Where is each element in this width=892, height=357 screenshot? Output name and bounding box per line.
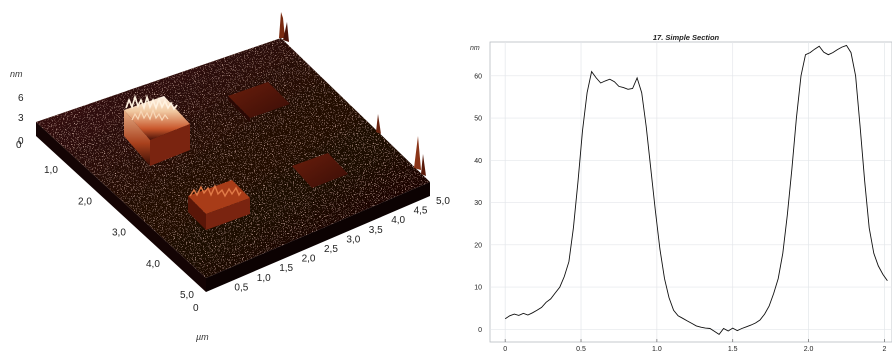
x-tick-label: 3,5: [369, 225, 383, 236]
afm-3d-surface: nm 6 3 0 0 1,0 2,0 3,0 4,0 5,0 0 0,5 1,0 1,5 2,…: [10, 12, 450, 342]
x-tick-label: 5,0: [436, 196, 450, 207]
x-tick-label: 1,5: [279, 263, 293, 274]
grid: [490, 42, 892, 342]
x-tick-label: 2: [882, 346, 886, 352]
x-tick-label: 4,5: [414, 206, 428, 217]
x-tick-label: 2,0: [302, 254, 316, 265]
x-tick-label: 2.0: [804, 346, 814, 352]
x-tick-label: 0,5: [234, 282, 248, 293]
section-profile-chart: 17. Simple Section nm 0 10 20 30 40 50 60 0 0.5…: [470, 33, 892, 353]
z-tick-label: 0: [18, 136, 24, 147]
x-tick-label: 4,0: [391, 215, 405, 226]
y-tick-label: 30: [474, 200, 482, 207]
y-tick-label: 2,0: [78, 196, 92, 207]
y-axis: 0 1,0 2,0 3,0 4,0 5,0: [16, 140, 194, 301]
y-axis-unit: nm: [470, 45, 480, 52]
y-tick-label: 1,0: [44, 165, 58, 176]
x-origin-label: 0: [193, 303, 199, 314]
x-tick-label: 0.5: [576, 346, 586, 352]
surface-top-face: [36, 38, 430, 278]
y-origin-label: 0: [16, 140, 22, 151]
x-axis: 0 0,5 1,0 1,5 2,0 2,5 3,0 3,5 4,0 4,5 5,0: [193, 196, 450, 314]
surface-front-left-side: [36, 122, 206, 292]
afm-3d-surface-panel: nm 6 3 0 0 1,0 2,0 3,0 4,0 5,0 0 0,5 1,0 1,5 2,…: [10, 12, 450, 342]
z-axis-unit: nm: [10, 69, 23, 79]
low-pad-back: [228, 82, 290, 122]
x-tick-label: 2,5: [324, 244, 338, 255]
plot-frame: [489, 41, 892, 343]
x-tick-label: 1.0: [652, 346, 662, 352]
z-axis: nm 6 3 0: [10, 69, 24, 147]
tall-pillar: [124, 94, 190, 166]
y-tick-label: 4,0: [146, 259, 160, 270]
x-tick-label: 3,0: [346, 234, 360, 245]
surface-spikes: [279, 12, 426, 176]
y-tick-label: 60: [474, 73, 482, 80]
medium-pad: [188, 180, 250, 230]
section-profile-line: [504, 44, 888, 336]
chart-title: 17. Simple Section: [653, 33, 720, 42]
section-profile-panel: 17. Simple Section nm 0 10 20 30 40 50 60 0 0.5…: [460, 0, 892, 353]
surface-front-right-side: [206, 182, 430, 292]
y-tick-label: 40: [474, 158, 482, 165]
x-tick-label: 1.5: [728, 346, 738, 352]
z-tick-label: 3: [18, 113, 24, 124]
y-axis: 0 10 20 30 40 50 60: [474, 73, 482, 334]
y-tick-label: 50: [474, 116, 482, 123]
x-axis: 0 0.5 1.0 1.5 2.0 2: [503, 339, 886, 353]
z-tick-label: 6: [18, 93, 24, 104]
x-tick-label: 0: [503, 346, 507, 352]
y-tick-label: 10: [474, 285, 482, 292]
x-axis-unit: µm: [196, 332, 209, 342]
y-tick-label: 0: [478, 327, 482, 334]
x-tick-label: 1,0: [257, 273, 271, 284]
low-pad-right: [292, 153, 348, 188]
y-tick-label: 3,0: [112, 228, 126, 239]
y-tick-label: 20: [474, 242, 482, 249]
y-tick-label: 5,0: [180, 290, 194, 301]
